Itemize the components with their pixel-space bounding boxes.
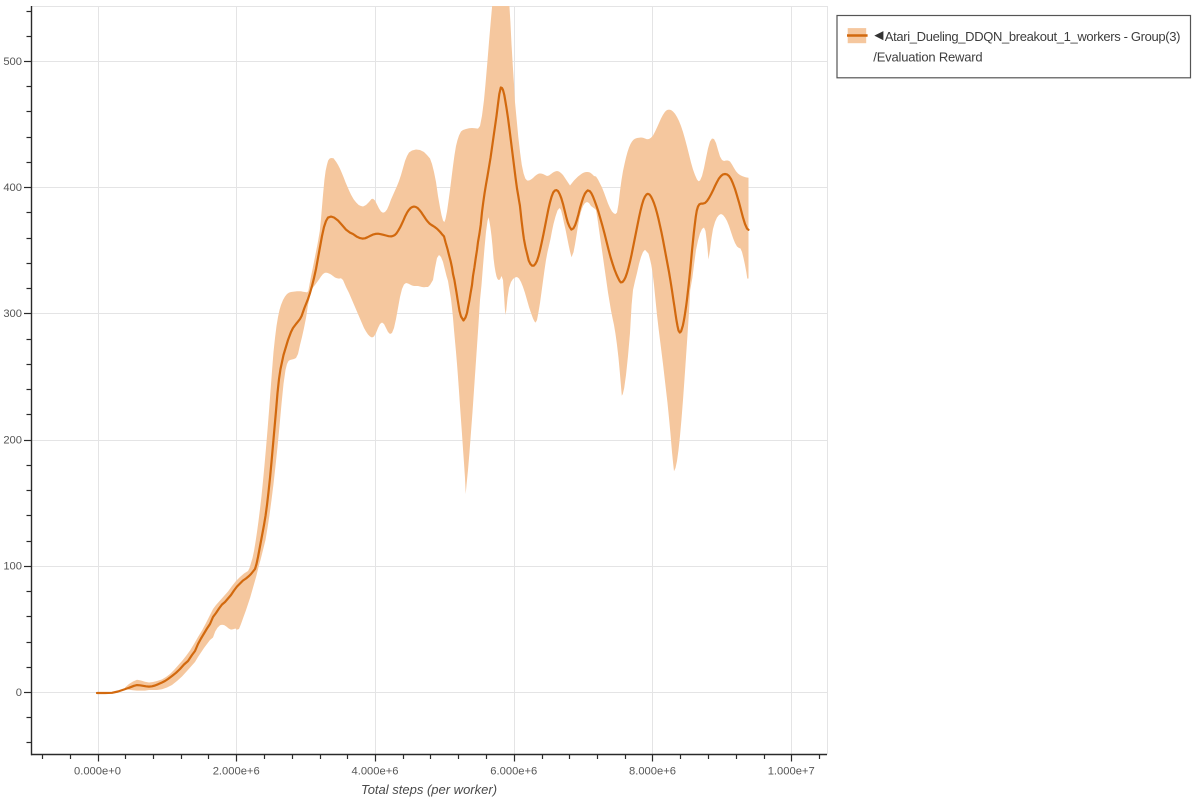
- svg-text:/Evaluation Reward: /Evaluation Reward: [873, 49, 982, 64]
- svg-text:300: 300: [3, 308, 22, 320]
- svg-text:200: 200: [3, 434, 22, 446]
- svg-text:0: 0: [16, 687, 22, 699]
- svg-text:Total steps (per worker): Total steps (per worker): [361, 782, 497, 797]
- svg-text:400: 400: [3, 182, 22, 194]
- svg-text:6.000e+6: 6.000e+6: [490, 766, 537, 778]
- svg-text:1.000e+7: 1.000e+7: [768, 766, 815, 778]
- svg-text:100: 100: [3, 561, 22, 573]
- svg-text:4.000e+6: 4.000e+6: [352, 766, 399, 778]
- svg-text:2.000e+6: 2.000e+6: [213, 766, 260, 778]
- svg-text:8.000e+6: 8.000e+6: [629, 766, 676, 778]
- svg-text:Atari_Dueling_DDQN_breakout_1_: Atari_Dueling_DDQN_breakout_1_workers - …: [885, 29, 1180, 44]
- svg-text:0.000e+0: 0.000e+0: [74, 766, 121, 778]
- svg-text:500: 500: [3, 56, 22, 68]
